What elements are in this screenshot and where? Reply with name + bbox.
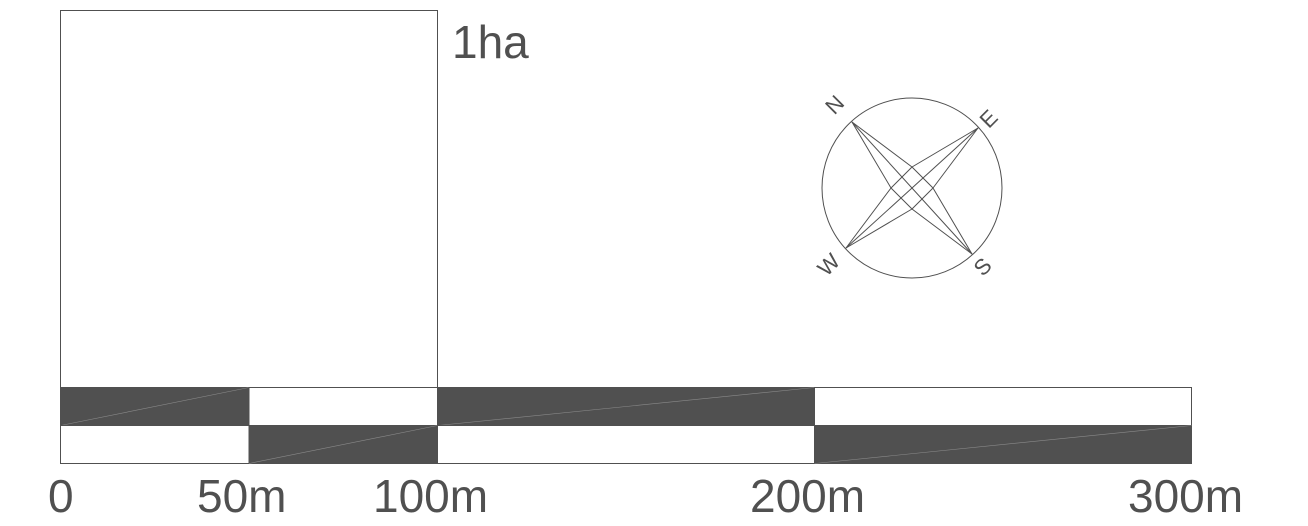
- compass-north-label: N: [820, 90, 849, 119]
- scale-segment-seam-0-50: [60, 387, 250, 426]
- compass-ring: [821, 97, 1003, 279]
- compass-star: [845, 121, 979, 255]
- compass-axis-ew: [845, 127, 979, 249]
- scale-segment-seam-200-300: [814, 425, 1192, 464]
- compass-west-label: W: [813, 248, 846, 281]
- compass-inner-diamond: [890, 166, 934, 210]
- scale-label-50m: 50m: [197, 470, 286, 522]
- scale-segment-seam-100-200: [437, 387, 815, 426]
- compass-east-label: E: [975, 105, 1003, 133]
- scale-segment-50-100-top: [248, 387, 438, 426]
- compass-south-label: S: [969, 253, 997, 281]
- scale-segment-100-200-bottom: [437, 425, 815, 464]
- scale-label-100m: 100m: [373, 470, 488, 522]
- hectare-square: [60, 10, 438, 388]
- scale-segment-200-300-top: [814, 387, 1192, 426]
- scale-label-0: 0: [48, 470, 74, 522]
- scale-bar: [60, 387, 1192, 464]
- scale-segment-seam-50-100: [248, 425, 438, 464]
- hectare-label: 1ha: [452, 16, 529, 68]
- scale-label-200m: 200m: [750, 470, 865, 522]
- compass-rose: N E S W: [813, 90, 1003, 281]
- scale-label-300m: 300m: [1128, 470, 1243, 522]
- scale-segment-0-50-bottom: [60, 425, 250, 464]
